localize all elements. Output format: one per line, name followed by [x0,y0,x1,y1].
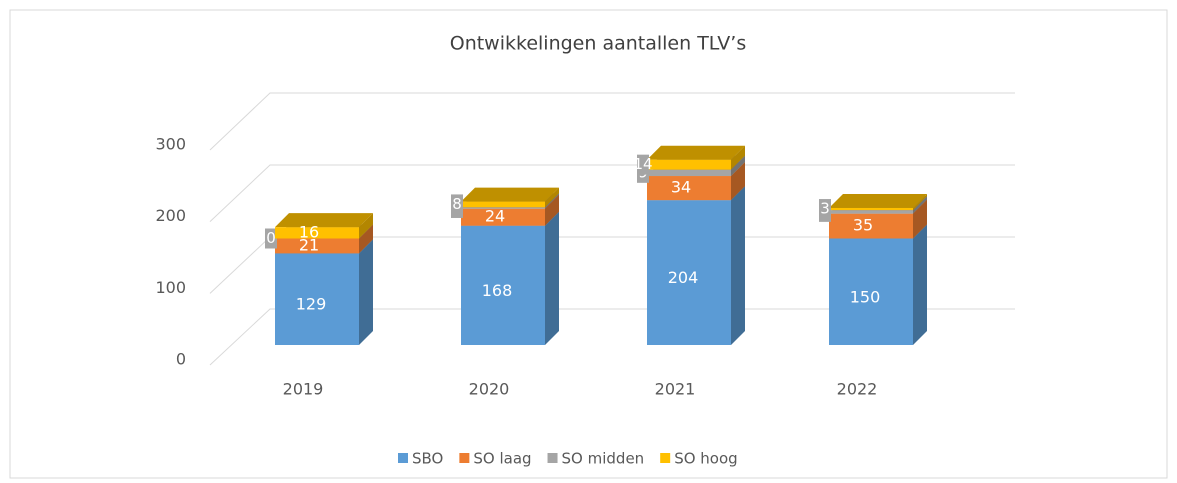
value-label: 204 [668,268,699,287]
bar [647,176,731,201]
bar-top [647,145,745,160]
legend-label: SO laag [473,450,531,468]
legend-label: SO hoog [674,450,737,468]
bar [647,200,731,345]
bar-side [731,186,745,345]
y-tick-label: 100 [155,278,186,297]
bar [829,238,913,345]
value-label-box [819,199,831,220]
bar-side [359,213,373,239]
y-tick-label: 200 [155,206,186,225]
x-tick-label: 2019 [283,380,324,399]
bar-top [461,187,559,202]
legend-swatch [547,453,558,463]
bar-side [545,211,559,345]
value-label: 3 [820,200,830,218]
chart-title: Ontwikkelingen aantallen TLV’s [450,33,747,55]
bar-side [359,224,373,254]
value-label-box [265,228,277,249]
value-label-box [637,154,649,175]
bar [461,225,545,345]
legend-swatch [459,453,470,463]
bar [829,207,913,211]
bar [829,213,913,239]
legend-swatch [398,453,408,463]
legend-swatch [660,453,671,463]
value-label: 21 [299,235,319,254]
bar [647,169,731,177]
bar-side [913,196,927,214]
value-label: 129 [296,295,327,314]
bar [461,207,545,209]
value-label: 16 [299,222,319,241]
bar [275,238,359,254]
bar-side [731,145,745,170]
bar-side [913,193,927,211]
grid-line [209,164,1015,223]
x-tick-label: 2020 [469,380,510,399]
bar [461,208,545,226]
y-tick-label: 300 [155,135,186,154]
value-label: 35 [853,216,873,235]
grid-line [209,308,1015,366]
legend-label: SO midden [562,450,645,468]
value-label: 150 [850,287,881,306]
bar [275,253,359,345]
bar [829,210,913,214]
value-label: 8 [452,195,462,213]
bar-side [913,199,927,239]
x-tick-label: 2021 [655,380,696,399]
bar-side [545,194,559,226]
chart-frame [9,9,1168,479]
bar-side [359,239,373,345]
value-label: 14 [633,155,652,173]
value-label: 34 [671,178,691,197]
bar-side [545,193,559,209]
value-label-box [451,194,463,215]
x-tick-label: 2022 [837,380,878,399]
y-tick-label: 0 [176,350,186,369]
bar-top [829,193,927,208]
value-label: 24 [485,207,505,226]
value-label: 0 [266,229,276,247]
value-label: 168 [482,281,513,300]
bar-side [731,162,745,201]
bar [647,159,731,170]
bar [275,227,359,239]
bar-side [545,187,559,208]
bar-side [731,155,745,177]
bar-top [275,213,373,228]
grid-line [209,92,1015,151]
bar-side [913,224,927,345]
bar [461,201,545,208]
legend-label: SBO [412,450,443,468]
